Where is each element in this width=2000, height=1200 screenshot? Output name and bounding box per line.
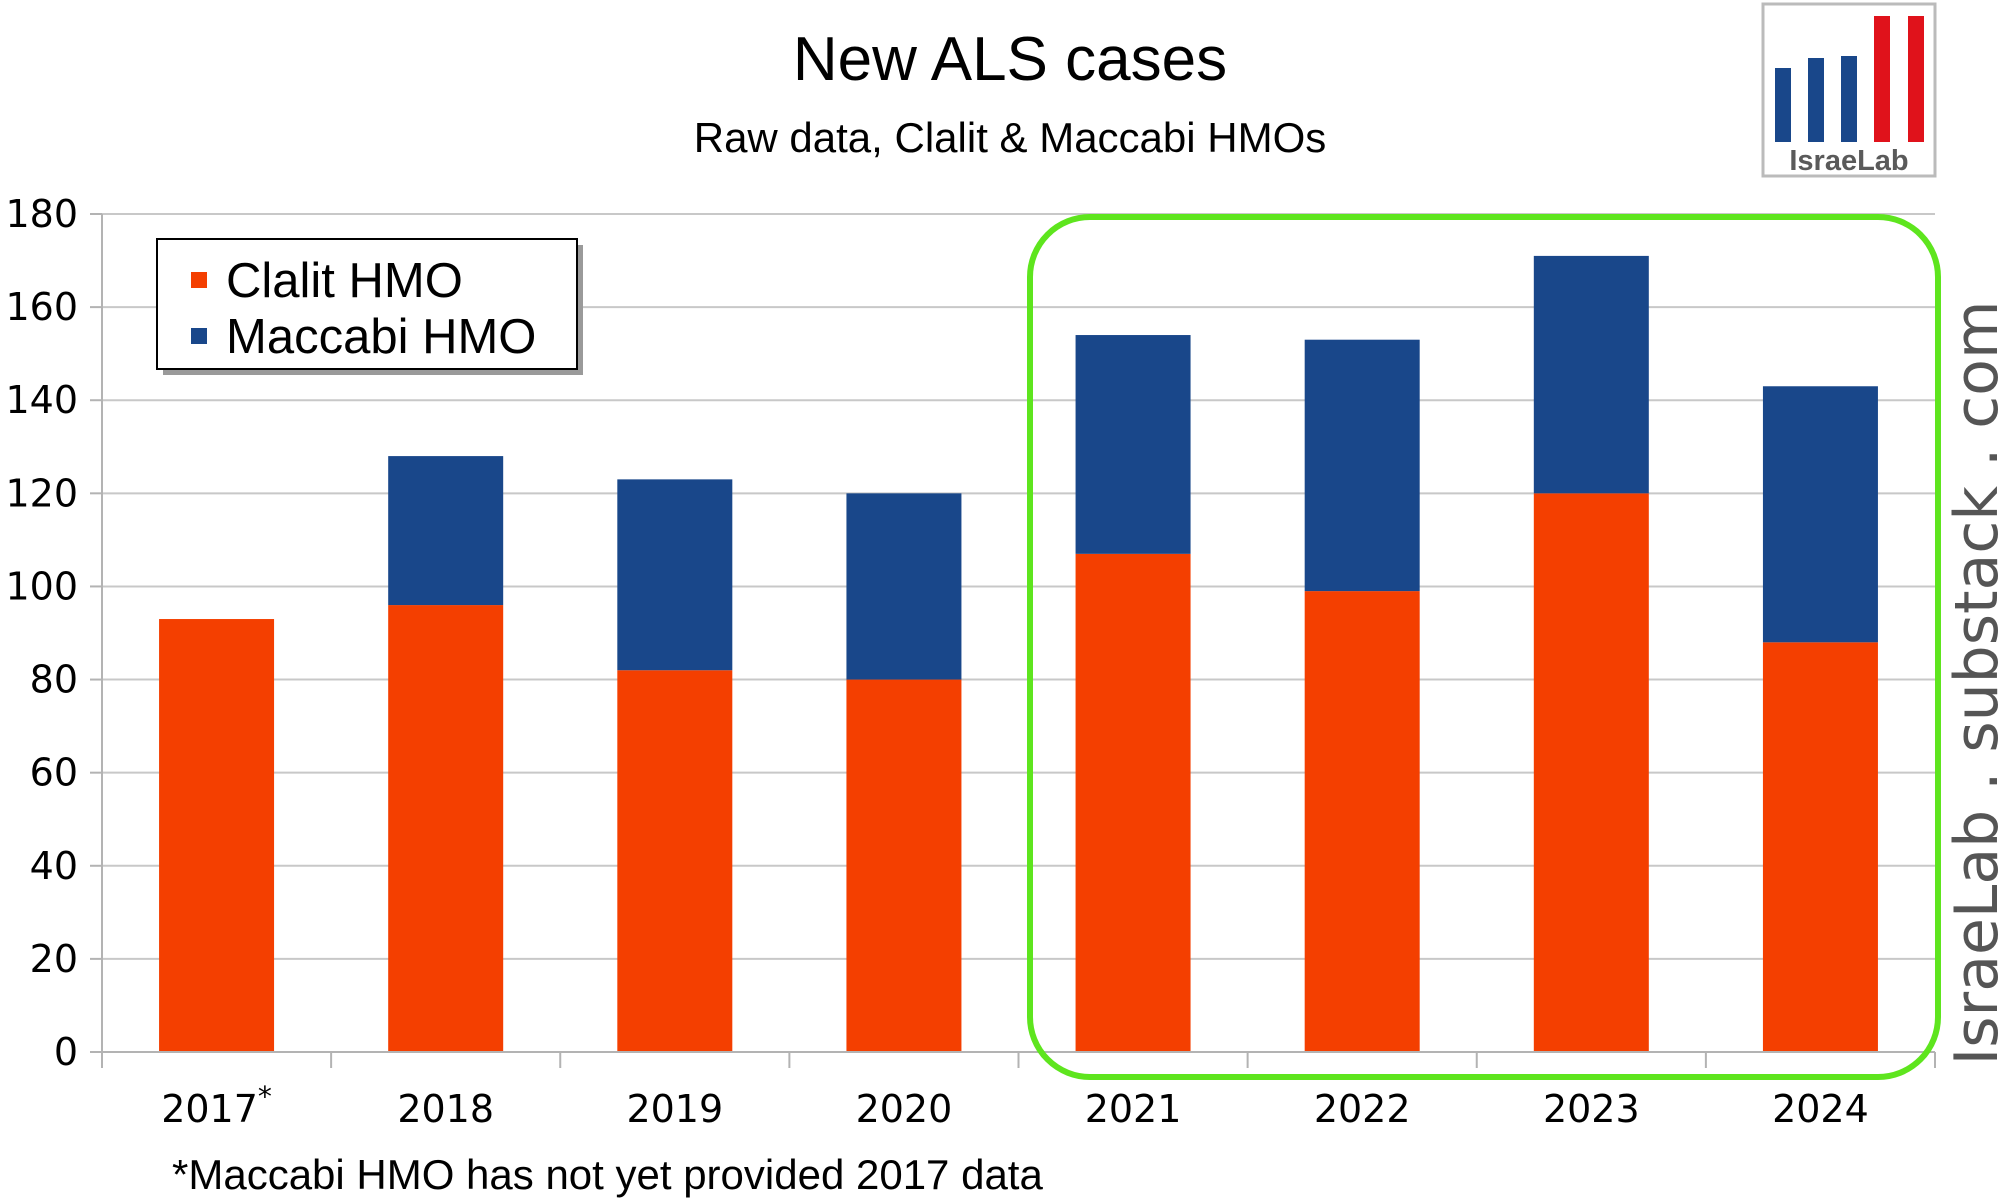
y-tick-label: 60 [30,751,78,795]
x-tick-label: 2024 [1772,1087,1869,1131]
bar-maccabi-2019 [617,479,733,671]
logo-bar-3 [1841,56,1857,142]
y-tick-label: 180 [5,192,78,236]
legend-swatch-clalit [191,272,207,288]
bar-clalit-2024 [1762,642,1878,1052]
footnote: *Maccabi HMO has not yet provided 2017 d… [172,1151,1043,1198]
x-tick-label: 2017* [161,1080,272,1131]
x-tick-label: 2019 [626,1087,723,1131]
x-axis: 2017* 2018 2019 2020 2021 2022 2023 2024 [101,1051,1936,1131]
y-axis: 0 20 40 60 80 100 120 140 160 180 [5,192,103,1074]
y-tick-label: 160 [5,285,78,329]
bar-clalit-2023 [1533,493,1649,1052]
bar-maccabi-2022 [1304,339,1420,592]
chart-title: New ALS cases [793,25,1227,94]
bar-clalit-2018 [388,605,504,1052]
x-tick-label: 2020 [856,1087,953,1131]
y-tick-label: 20 [30,937,78,981]
legend-label-clalit: Clalit HMO [226,254,463,308]
logo-text: IsraeLab [1789,145,1908,177]
x-tick-label: 2023 [1543,1087,1640,1131]
bar-clalit-2021 [1075,553,1191,1052]
y-tick-label: 80 [30,658,78,702]
legend-swatch-maccabi [191,328,207,344]
logo-bar-1 [1775,68,1791,142]
bars [159,255,1878,1052]
legend: Clalit HMO Maccabi HMO [156,238,583,375]
y-tick-label: 100 [5,564,78,608]
bar-clalit-2017 [159,619,275,1052]
y-tick-label: 140 [5,378,78,422]
bar-maccabi-2023 [1533,255,1649,494]
legend-label-maccabi: Maccabi HMO [226,310,536,364]
bar-clalit-2022 [1304,591,1420,1052]
logo-bar-4 [1874,16,1890,142]
y-tick-label: 120 [5,471,78,515]
x-tick-label: 2022 [1314,1087,1411,1131]
y-tick-label: 40 [30,844,78,888]
x-tick-label: 2018 [397,1087,494,1131]
bar-clalit-2020 [846,679,962,1052]
bar-clalit-2019 [617,670,733,1052]
x-tick-label: 2021 [1085,1087,1182,1131]
chart-subtitle: Raw data, Clalit & Maccabi HMOs [694,114,1327,161]
highlight-box [1027,214,1941,1080]
bar-maccabi-2024 [1762,386,1878,643]
y-tick-label: 0 [54,1030,78,1074]
legend-box [156,238,578,370]
watermark: IsraeLab . substack . com [1942,301,2000,1066]
logo-bar-2 [1808,58,1824,142]
israelab-logo: IsraeLab [1761,2,1937,178]
bar-maccabi-2020 [846,493,962,680]
logo-bar-5 [1908,16,1924,142]
bar-maccabi-2018 [388,456,504,606]
bar-maccabi-2021 [1075,335,1191,554]
